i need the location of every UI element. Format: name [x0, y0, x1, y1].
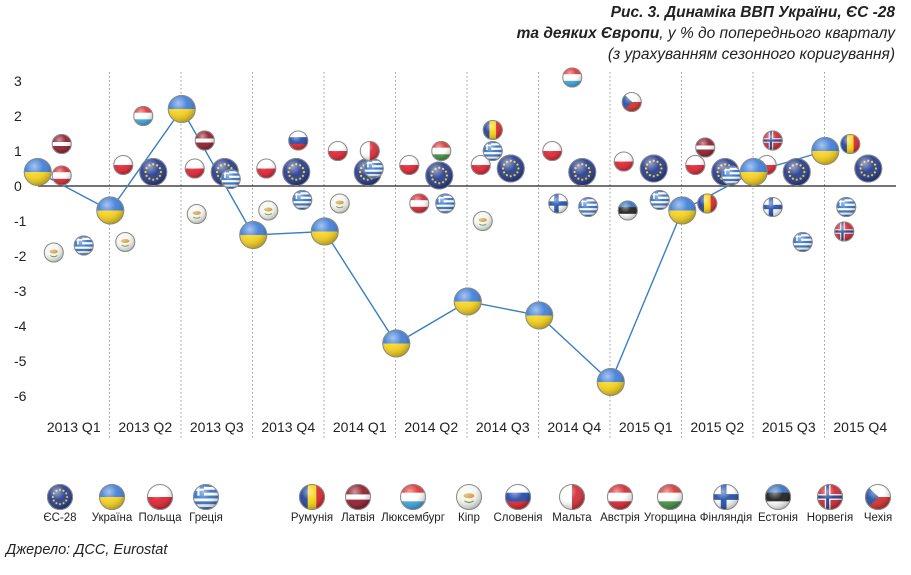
cyprus-point	[186, 204, 207, 224]
luxembourg-point	[562, 67, 583, 88]
y-tick-label: -5	[14, 353, 27, 369]
y-tick-label: -6	[14, 388, 27, 404]
title-line-1: Рис. 3. Динаміка ВВП України, ЄС -28	[610, 4, 895, 21]
greece-point	[292, 190, 313, 210]
greece-point	[836, 197, 857, 217]
finland-point	[548, 193, 569, 214]
romania-point	[840, 134, 861, 154]
greece-point	[73, 235, 94, 256]
eu-point	[282, 158, 311, 186]
ukraine-point	[167, 95, 196, 123]
ukraine-point	[525, 301, 554, 330]
eu-point	[425, 161, 454, 190]
y-tick-label: -3	[14, 283, 27, 299]
y-tick-label: 3	[14, 73, 22, 89]
cyprus-point	[115, 232, 136, 252]
greece-point	[792, 232, 813, 252]
latvia-point	[51, 134, 72, 154]
czech-point	[621, 92, 642, 112]
slovenia-point	[288, 130, 309, 151]
eu-point	[568, 158, 597, 186]
greece-point	[649, 190, 670, 210]
poland-point	[685, 155, 706, 175]
poland-point	[613, 151, 634, 172]
ukraine-point	[453, 287, 482, 316]
ukraine-point	[668, 196, 697, 225]
y-tick-label: 1	[14, 143, 22, 159]
x-tick-label: 2014 Q3	[476, 419, 530, 435]
title-line-2-rest: , у % до попереднього кварталу	[659, 25, 895, 42]
greece-point	[482, 141, 503, 161]
cyprus-point	[472, 211, 493, 231]
y-tick-label: 0	[14, 178, 22, 194]
x-tick-label: 2015 Q1	[619, 419, 673, 435]
x-tick-label: 2013 Q4	[261, 419, 315, 435]
ukraine-point	[596, 368, 625, 396]
ukraine-point	[23, 158, 52, 186]
norway-point	[762, 130, 783, 151]
poland-point	[256, 158, 277, 179]
y-tick-label: 2	[14, 108, 22, 124]
greece-point	[578, 197, 599, 217]
eu-point	[854, 154, 883, 183]
austria-point	[409, 193, 430, 214]
y-tick-label: -4	[14, 318, 27, 334]
greece-point	[435, 193, 456, 214]
cyprus-point	[329, 193, 350, 214]
ukraine-point	[382, 329, 411, 358]
latvia-point	[194, 130, 215, 151]
eu-point	[639, 154, 668, 183]
x-tick-label: 2014 Q1	[333, 419, 387, 435]
latvia-point	[695, 137, 716, 158]
poland-point	[327, 141, 348, 161]
x-tick-label: 2015 Q2	[690, 419, 744, 435]
estonia-point	[617, 200, 638, 221]
poland-point	[113, 155, 134, 175]
ukraine-point	[96, 196, 125, 225]
malta-point	[359, 141, 380, 161]
x-tick-label: 2014 Q4	[547, 419, 601, 435]
source-note: Джерело: ДСС, Eurostat	[6, 542, 168, 558]
poland-point	[542, 141, 563, 161]
ukraine-point	[811, 137, 840, 165]
romania-point	[482, 120, 503, 140]
greece-point	[363, 158, 384, 179]
cyprus-point	[258, 200, 279, 221]
title-line-3: (з урахуванням сезонного коригування)	[607, 46, 895, 63]
eu-point	[496, 154, 525, 183]
ukraine-point	[739, 158, 768, 186]
cyprus-point	[43, 242, 64, 263]
title-line-2-bold: та деяких Європи	[516, 25, 660, 42]
y-tick-label: -2	[14, 248, 27, 264]
ukraine-point	[239, 221, 268, 249]
austria-point	[51, 165, 72, 186]
eu-point	[782, 158, 811, 186]
luxembourg-point	[133, 106, 154, 126]
ukraine-point	[310, 217, 339, 246]
poland-point	[470, 155, 491, 175]
x-tick-label: 2013 Q2	[118, 419, 172, 435]
x-tick-label: 2013 Q3	[190, 419, 244, 435]
y-tick-label: -1	[14, 213, 27, 229]
x-tick-label: 2015 Q4	[833, 419, 887, 435]
eu-point	[139, 158, 168, 186]
data-points	[23, 67, 883, 396]
finland-point	[762, 197, 783, 217]
greece-point	[721, 165, 742, 186]
title-line-2: та деяких Європи, у % до попереднього кв…	[517, 23, 895, 44]
hungary-point	[431, 141, 452, 161]
greece-point	[220, 169, 241, 189]
x-tick-label: 2015 Q3	[762, 419, 816, 435]
poland-point	[184, 158, 205, 179]
figure-title: Рис. 3. Динаміка ВВП України, ЄС -28 та …	[517, 2, 895, 65]
poland-point	[399, 155, 420, 175]
x-tick-label: 2014 Q2	[404, 419, 458, 435]
x-tick-labels: 2013 Q1 2013 Q2 2013 Q3 2013 Q4 2014 Q1 2014 …	[47, 419, 887, 435]
norway-point	[834, 221, 855, 242]
x-tick-label: 2013 Q1	[47, 419, 101, 435]
romania-point	[697, 193, 718, 214]
grid-lines	[109, 72, 825, 440]
y-tick-labels: 3 2 1 0 -1 -2 -3 -4 -5 -6	[14, 73, 27, 404]
